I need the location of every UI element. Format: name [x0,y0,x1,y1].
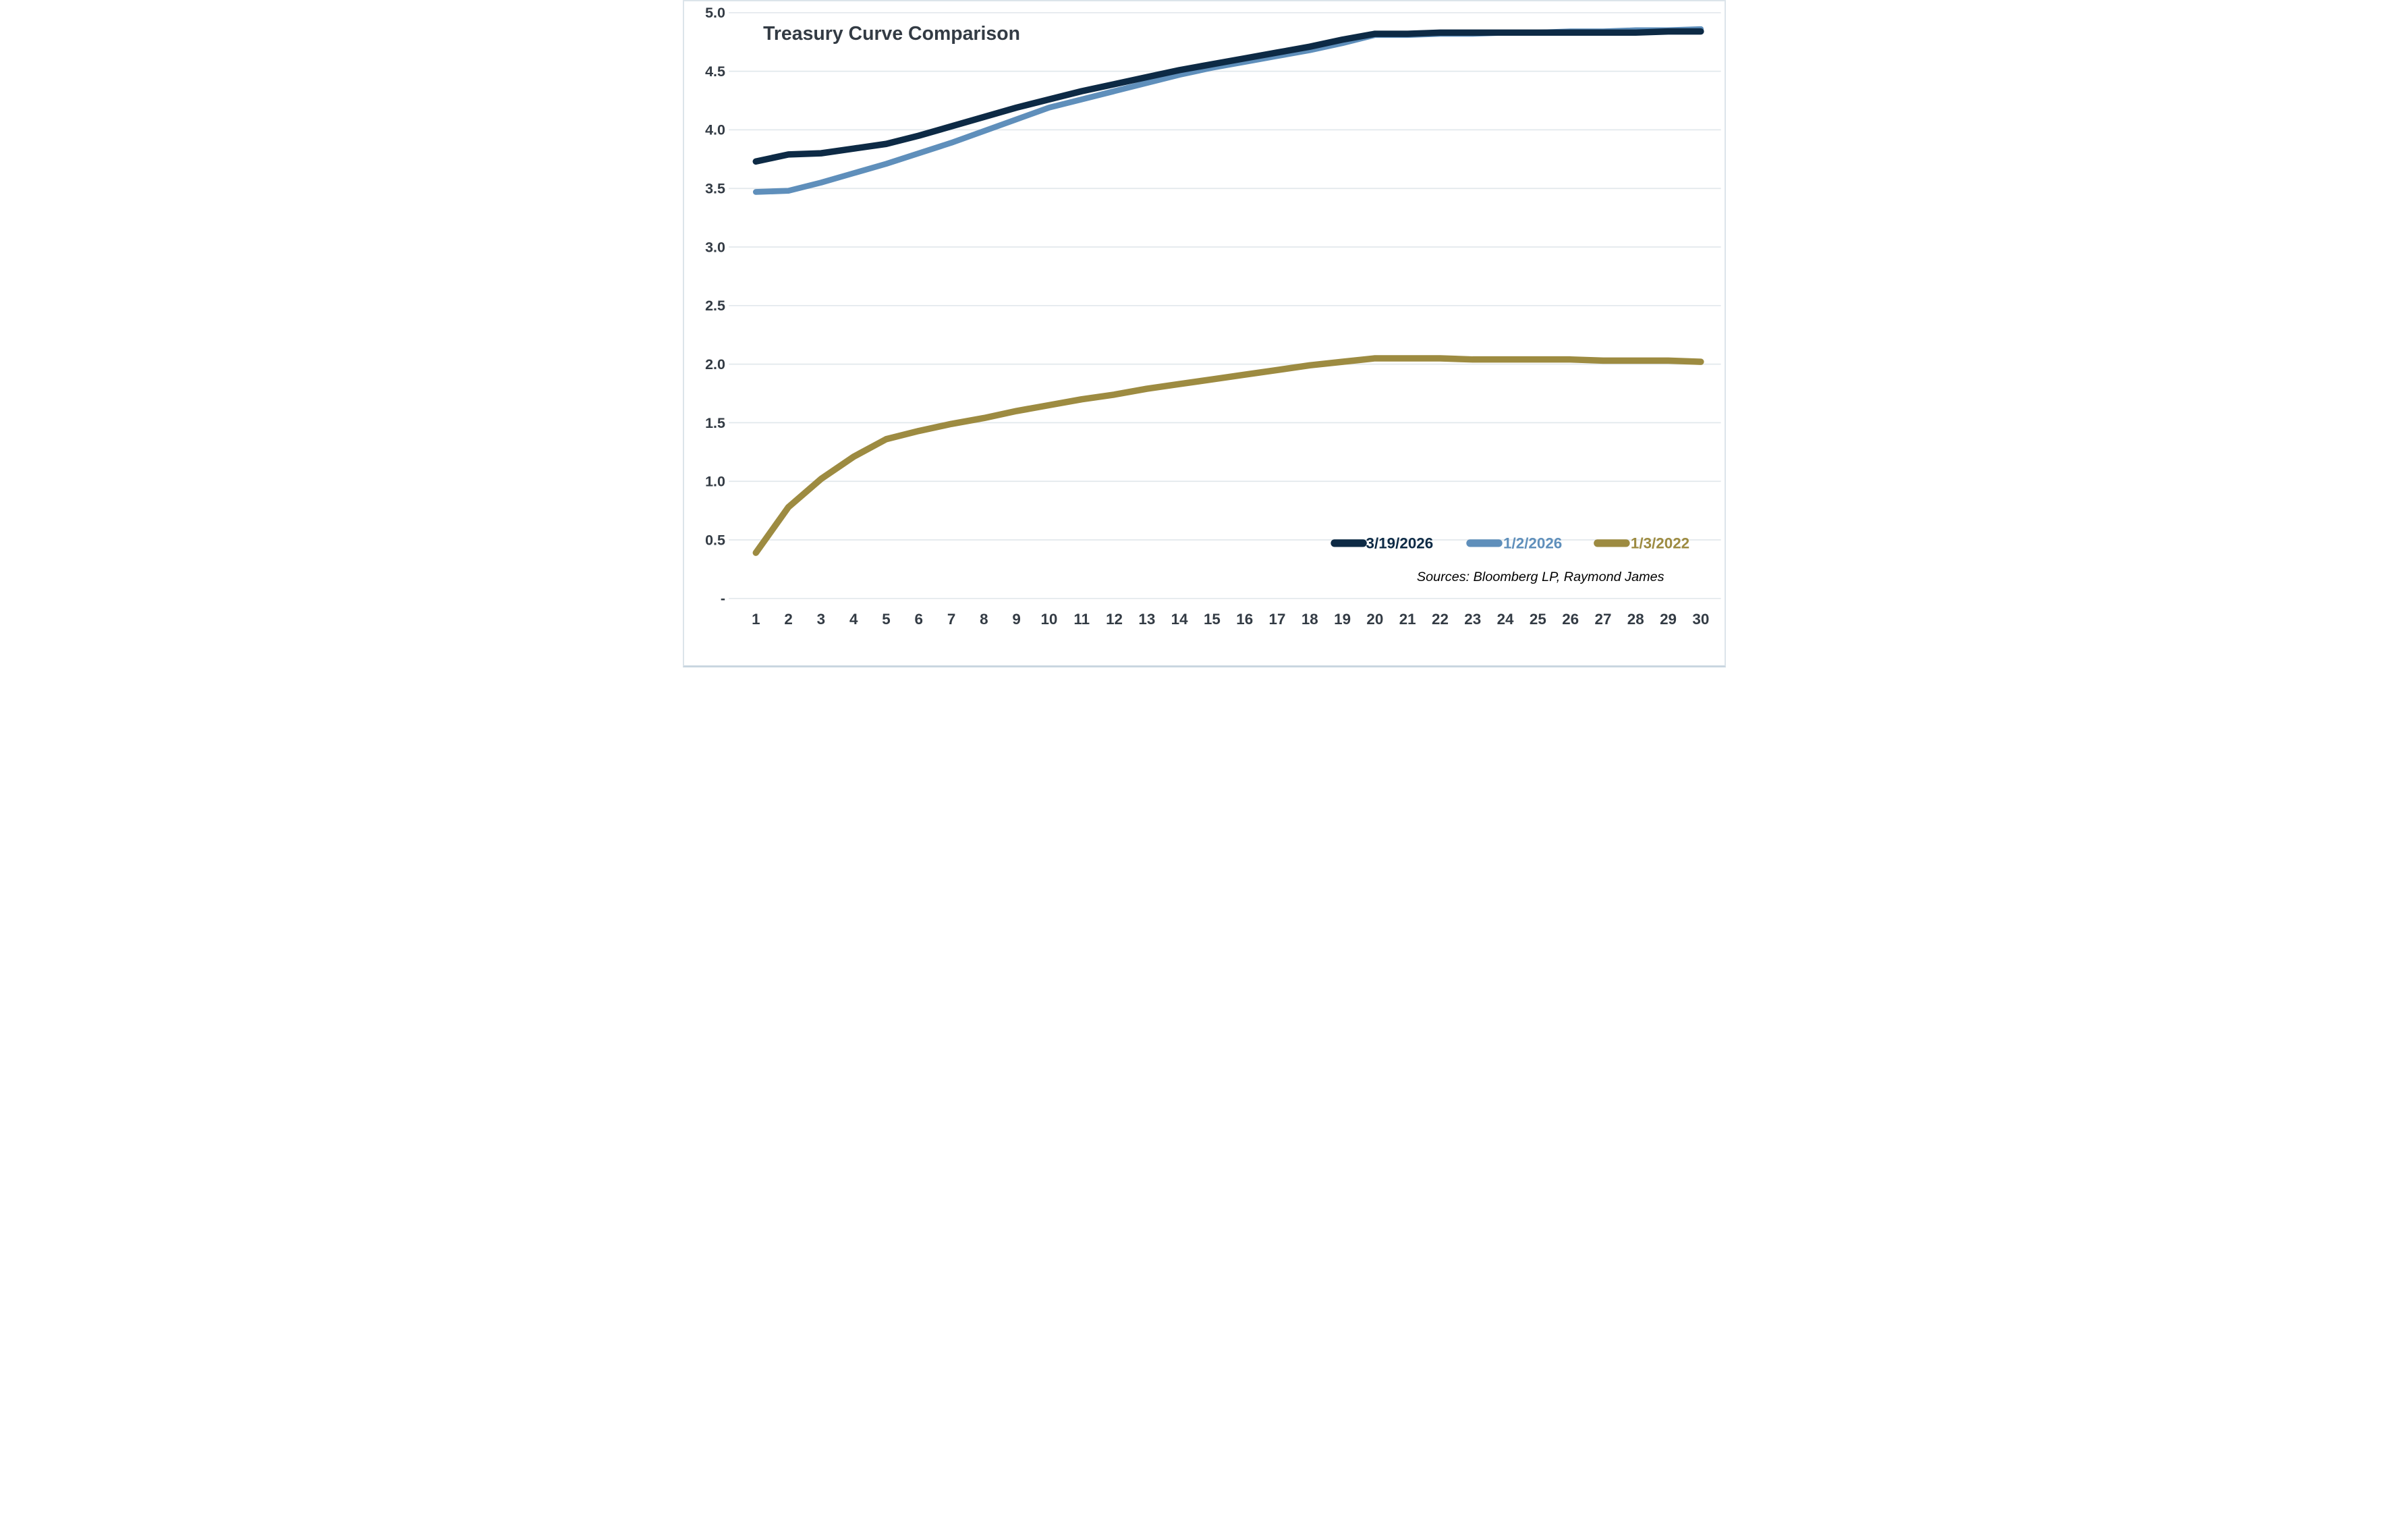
x-axis-label: 29 [1660,611,1677,628]
x-axis-label: 7 [947,611,955,628]
x-axis-label: 15 [1203,611,1220,628]
x-axis-label: 21 [1399,611,1416,628]
x-axis-label: 18 [1301,611,1318,628]
x-axis-label: 11 [1073,611,1090,628]
series-line-1-3-2022 [752,355,1704,556]
x-axis-label: 22 [1432,611,1449,628]
chart-title: Treasury Curve Comparison [763,23,1020,45]
x-axis-label: 12 [1106,611,1123,628]
series-lines-group [752,26,1704,556]
x-axis-label: 24 [1496,611,1513,628]
x-axis-label: 4 [849,611,858,628]
x-axis-label: 5 [882,611,890,628]
y-axis-label: 1.0 [705,473,725,490]
y-axis-label: 3.0 [705,238,725,255]
x-axis-label: 10 [1040,611,1057,628]
x-axis-label: 19 [1334,611,1351,628]
series-line-1-2-2026 [752,26,1704,195]
y-axis-label: - [720,590,725,607]
series-line-3-19-2026 [752,28,1704,165]
x-axis-label: 27 [1594,611,1611,628]
x-axis-label: 8 [980,611,988,628]
x-axis-label: 6 [914,611,922,628]
x-axis-label: 23 [1464,611,1481,628]
y-axis-label: 4.5 [705,63,725,80]
legend-item: 1/2/2026 [1465,535,1562,552]
y-axis-labels-group: 5.0 4.5 4.0 3.5 3.0 2.5 2.0 1.5 1.0 0.5 - [705,4,725,607]
legend-label: 3/19/2026 [1366,535,1433,552]
x-axis-label: 26 [1562,611,1579,628]
x-axis-label: 14 [1171,611,1187,628]
source-note: Sources: Bloomberg LP, Raymond James [1416,570,1664,584]
x-axis-label: 20 [1366,611,1383,628]
x-axis-label: 1 [752,611,760,628]
x-axis-label: 17 [1268,611,1285,628]
y-axis-label: 0.5 [705,531,725,548]
x-axis-label: 9 [1012,611,1020,628]
x-axis-labels-group: 1 2 3 4 5 6 7 8 9 10 11 12 13 14 15 16 17 18 19 20 21 22 23 24 2… [752,611,1709,628]
legend: 3/19/2026 1/2/2026 1/3/2022 [1330,535,1689,552]
y-axis-label: 2.0 [705,356,725,373]
gridlines-group [728,11,1721,599]
x-axis-label: 25 [1529,611,1546,628]
x-axis-label: 28 [1627,611,1644,628]
legend-label: 1/3/2022 [1630,535,1689,552]
y-axis-label: 1.5 [705,414,725,431]
x-axis-label: 16 [1236,611,1253,628]
x-axis-label: 30 [1692,611,1709,628]
y-axis-label: 4.0 [705,121,725,138]
legend-item: 1/3/2022 [1593,535,1689,552]
y-axis-label: 3.5 [705,180,725,197]
x-axis-label: 3 [816,611,824,628]
y-axis-label: 2.5 [705,297,725,314]
y-axis-label: 5.0 [705,4,725,21]
legend-item: 3/19/2026 [1330,535,1433,552]
x-axis-label: 2 [784,611,792,628]
x-axis-label: 13 [1138,611,1155,628]
legend-label: 1/2/2026 [1503,535,1562,552]
